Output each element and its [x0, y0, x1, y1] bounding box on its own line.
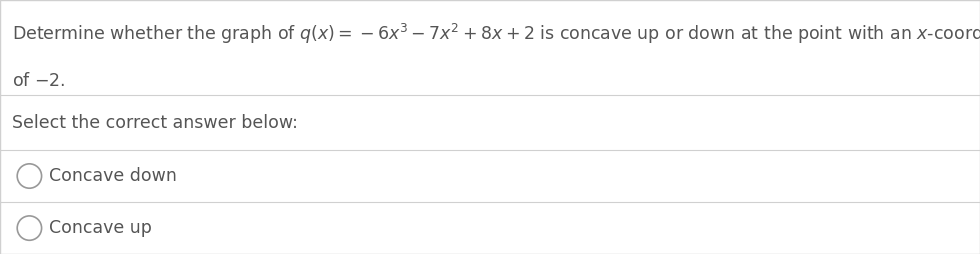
Text: Determine whether the graph of $q(x) = -6x^3 - 7x^2 + 8x + 2$ is concave up or d: Determine whether the graph of $q(x) = -… [12, 22, 980, 46]
Text: Concave down: Concave down [49, 167, 177, 185]
Text: Concave up: Concave up [49, 219, 152, 237]
Text: of $-2$.: of $-2$. [12, 72, 66, 90]
Text: Select the correct answer below:: Select the correct answer below: [12, 114, 298, 132]
